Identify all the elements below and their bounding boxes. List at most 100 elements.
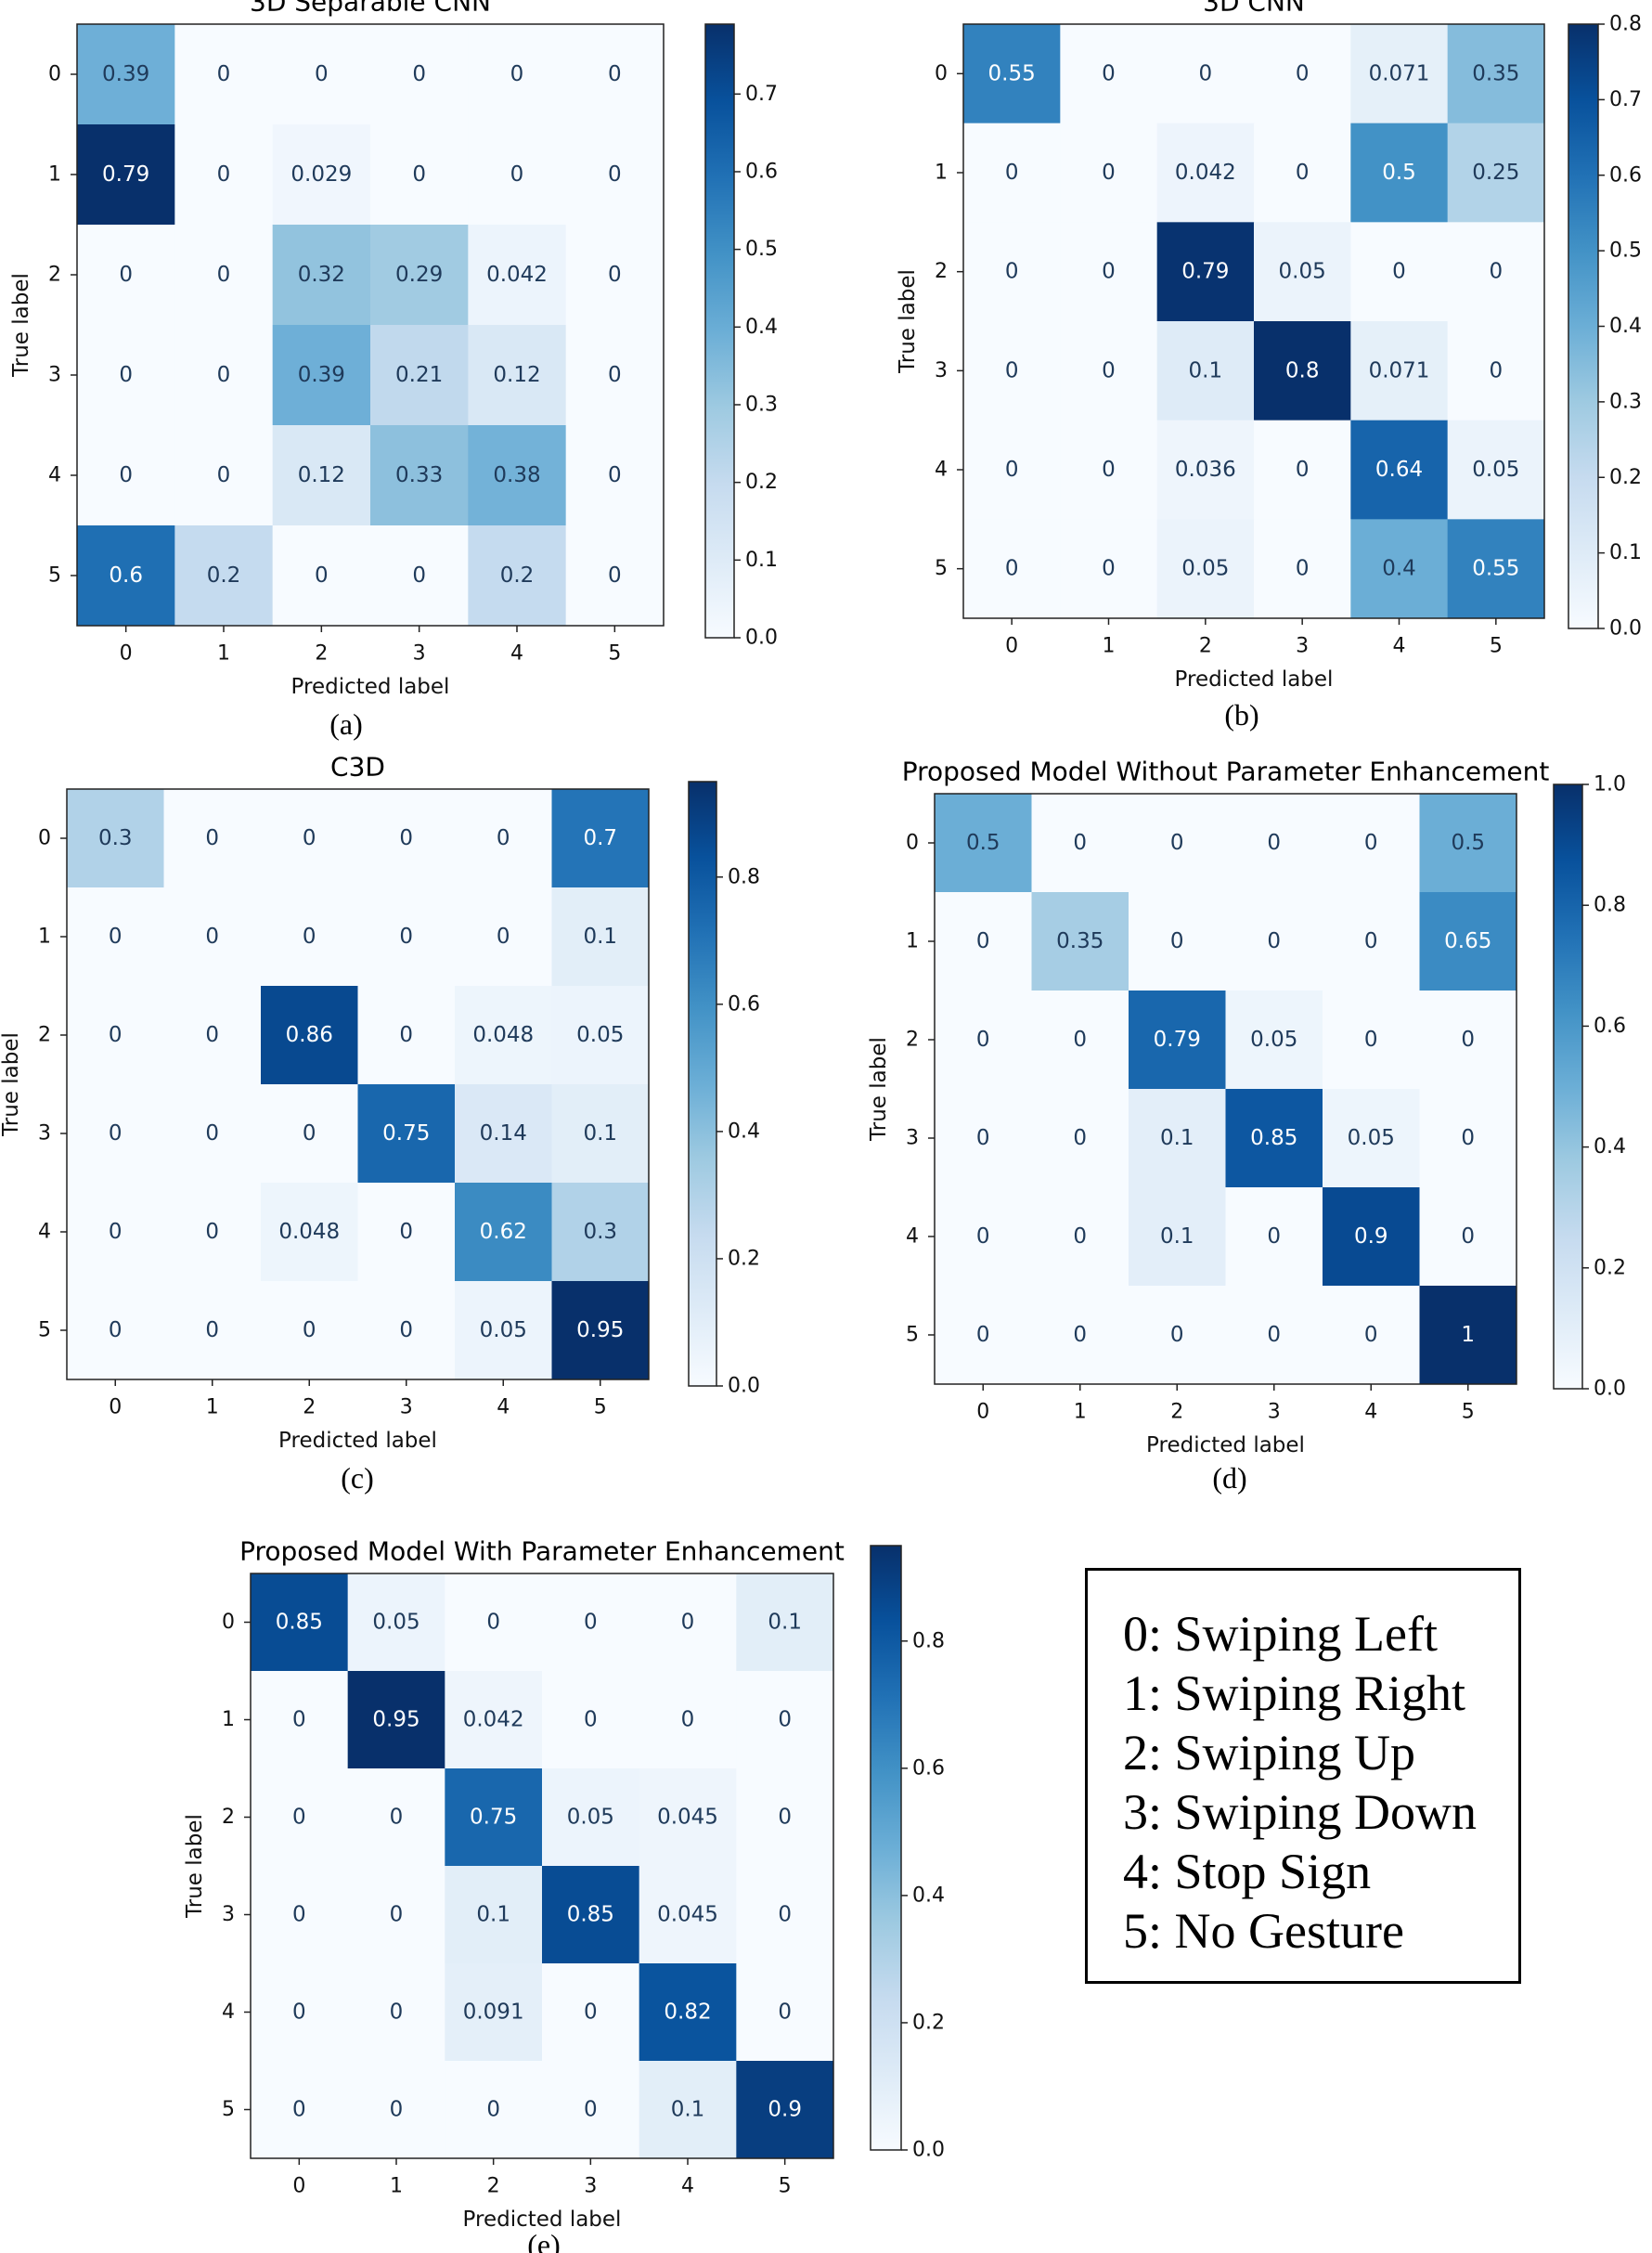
colorbar-tick-label: 0.2 (1594, 1256, 1626, 1279)
cell-3-3 (357, 1084, 456, 1184)
cell-5-0 (67, 1281, 164, 1380)
cell-label-4-3: 0.33 (395, 463, 443, 487)
legend-item-1: 1: Swiping Right (1123, 1665, 1466, 1721)
y-tick-label: 5 (906, 1324, 919, 1347)
chart-title: Proposed Model With Parameter Enhancemen… (239, 1536, 845, 1567)
cell-4-1 (163, 1183, 262, 1282)
colorbar-tick-label: 0.6 (745, 160, 778, 183)
cell-label-2-1: 0 (1073, 1028, 1087, 1052)
cell-2-2 (445, 1768, 543, 1867)
cell-4-2 (1129, 1187, 1226, 1287)
cell-label-2-1: 0 (217, 263, 231, 287)
x-tick-label: 4 (681, 2175, 694, 2198)
cell-4-4 (455, 1183, 552, 1282)
plot-frame (934, 793, 1517, 1385)
cell-4-1 (1060, 420, 1158, 520)
cell-0-4 (639, 1573, 737, 1672)
plot-frame (76, 23, 665, 627)
x-tick-label: 4 (1393, 635, 1406, 658)
cell-1-5 (1419, 892, 1517, 991)
cell-label-4-1: 0 (1102, 458, 1116, 482)
x-axis-label: Predicted label (1175, 667, 1334, 692)
cell-label-1-5: 0.1 (583, 925, 617, 949)
y-tick-label: 0 (38, 827, 51, 850)
cell-label-4-2: 0.1 (1160, 1224, 1194, 1249)
cell-label-0-5: 0.35 (1472, 61, 1519, 85)
cell-2-4 (468, 225, 567, 326)
colorbar-tick-label: 0.6 (728, 992, 760, 1016)
cell-label-5-4: 0.4 (1382, 557, 1416, 581)
cell-label-2-3: 0.05 (1279, 260, 1326, 284)
plot-frame (962, 23, 1545, 619)
chart-title: C3D (330, 752, 385, 783)
cell-5-2 (1129, 1286, 1226, 1385)
cell-label-2-0: 0 (119, 263, 133, 287)
cell-5-3 (1254, 519, 1351, 619)
cell-label-3-5: 0 (1490, 358, 1504, 382)
colorbar-tick-label: 0.3 (745, 393, 778, 416)
cell-2-5 (736, 1768, 834, 1867)
cell-3-2 (1156, 321, 1255, 421)
cell-4-1 (347, 1963, 445, 2062)
x-tick-label: 5 (608, 642, 621, 666)
cell-label-5-0: 0 (976, 1323, 990, 1347)
cell-label-1-4: 0 (497, 925, 510, 949)
cell-2-4 (1350, 222, 1449, 322)
cell-0-0 (251, 1573, 349, 1672)
cell-label-0-0: 0.85 (276, 1611, 323, 1635)
cell-1-5 (551, 887, 650, 987)
cell-label-5-0: 0.6 (109, 563, 143, 588)
cell-label-1-3: 0 (1296, 161, 1310, 185)
cell-label-5-5: 0.95 (576, 1318, 624, 1342)
cell-3-0 (963, 321, 1061, 421)
cell-label-5-4: 0 (1364, 1323, 1378, 1347)
cell-5-4 (1350, 519, 1449, 619)
cell-5-5 (565, 525, 665, 627)
cell-3-2 (1129, 1089, 1226, 1188)
colorbar (870, 1545, 902, 2151)
x-tick-label: 1 (390, 2175, 403, 2198)
cell-0-2 (272, 24, 371, 125)
cell-0-3 (370, 24, 469, 125)
cell-label-3-2: 0.1 (1160, 1126, 1194, 1150)
cell-1-1 (347, 1671, 445, 1769)
panel-caption: (b) (1224, 698, 1258, 732)
cell-label-0-3: 0 (1267, 831, 1281, 855)
cell-3-4 (468, 325, 567, 426)
cell-4-5 (1447, 420, 1545, 520)
cell-label-5-3: 0 (412, 563, 426, 588)
cell-label-2-5: 0 (608, 263, 622, 287)
cell-label-3-0: 0 (292, 1903, 306, 1927)
colorbar-tick-label: 0.4 (745, 316, 778, 339)
cell-label-5-0: 0 (292, 2098, 306, 2122)
cell-0-0 (77, 24, 175, 125)
cell-label-3-0: 0 (976, 1126, 990, 1150)
cell-2-5 (565, 225, 665, 326)
colorbar (688, 781, 717, 1387)
x-tick-label: 3 (584, 2175, 597, 2198)
cell-label-3-4: 0.045 (657, 1903, 718, 1927)
y-tick-label: 2 (38, 1024, 51, 1047)
cell-label-0-5: 0 (608, 62, 622, 86)
y-tick-label: 1 (935, 162, 948, 185)
cell-5-4 (1323, 1286, 1420, 1385)
cell-label-5-5: 0.55 (1472, 557, 1519, 581)
y-tick-label: 1 (48, 163, 61, 187)
cell-1-0 (77, 124, 175, 226)
x-tick-label: 2 (1170, 1401, 1183, 1424)
cell-label-1-0: 0 (109, 925, 123, 949)
cell-0-4 (1350, 24, 1449, 124)
cell-label-1-5: 0.65 (1444, 929, 1491, 953)
cell-1-3 (1254, 123, 1351, 223)
y-tick-label: 2 (48, 264, 61, 287)
cell-label-0-0: 0.55 (988, 61, 1036, 85)
cell-label-3-4: 0.12 (493, 363, 540, 387)
cell-label-5-5: 0 (608, 563, 622, 588)
cell-1-4 (639, 1671, 737, 1769)
cell-label-4-1: 0 (217, 463, 231, 487)
cell-0-4 (455, 789, 552, 888)
cell-4-3 (357, 1183, 456, 1282)
cell-label-1-5: 0 (778, 1708, 792, 1732)
x-tick-label: 4 (497, 1396, 510, 1419)
colorbar-tick-label: 0.4 (728, 1120, 760, 1143)
